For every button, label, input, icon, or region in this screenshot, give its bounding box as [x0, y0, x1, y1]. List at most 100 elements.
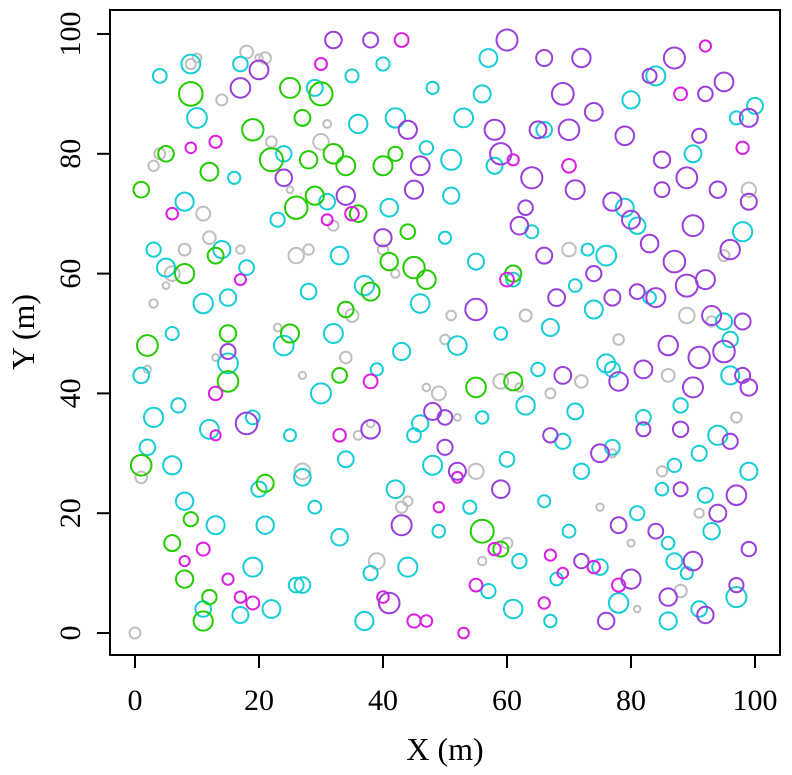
point-green-40	[503, 371, 524, 392]
point-purple-42	[603, 288, 622, 307]
point-purple-48	[621, 209, 641, 230]
point-cyan-21	[261, 599, 282, 619]
point-purple-69	[687, 345, 711, 370]
point-green-1	[132, 180, 150, 199]
point-gray-36	[394, 500, 409, 514]
point-gray-15	[235, 244, 246, 255]
point-gray-51	[574, 374, 589, 389]
point-purple-21	[489, 142, 513, 166]
point-magenta-16	[376, 590, 390, 604]
point-magenta-19	[419, 614, 434, 628]
point-magenta-3	[195, 541, 211, 557]
point-gray-42	[453, 413, 462, 422]
point-cyan-30	[318, 192, 337, 211]
point-purple-67	[682, 376, 704, 399]
point-purple-83	[733, 312, 752, 331]
point-green-22	[298, 150, 319, 170]
point-cyan-27	[299, 282, 318, 301]
point-purple-43	[602, 191, 623, 212]
point-purple-50	[635, 421, 652, 438]
point-cyan-80	[629, 505, 646, 522]
point-gray-17	[254, 53, 264, 63]
point-green-32	[379, 251, 399, 272]
point-purple-22	[491, 479, 511, 500]
point-purple-46	[614, 125, 636, 147]
point-purple-74	[701, 305, 723, 326]
point-cyan-7	[174, 191, 195, 212]
point-purple-57	[652, 150, 672, 170]
point-cyan-129	[725, 586, 748, 609]
point-magenta-29	[556, 566, 570, 580]
point-green-6	[175, 569, 195, 589]
point-gray-44	[477, 555, 488, 567]
point-gray-2	[142, 364, 152, 374]
point-green-30	[360, 281, 381, 302]
point-purple-75	[708, 503, 728, 523]
point-gray-35	[390, 268, 401, 279]
point-magenta-35	[735, 140, 750, 156]
points-layer	[128, 28, 764, 640]
point-purple-49	[628, 283, 646, 301]
point-purple-79	[721, 432, 739, 450]
point-purple-47	[620, 568, 642, 590]
point-purple-88	[738, 107, 759, 128]
point-cyan-6	[170, 397, 187, 414]
point-purple-70	[691, 127, 708, 144]
point-cyan-46	[418, 140, 435, 156]
point-gray-24	[297, 370, 307, 380]
point-magenta-15	[362, 373, 379, 390]
point-gray-30	[344, 308, 360, 323]
point-gray-55	[626, 538, 636, 548]
point-green-23	[304, 185, 325, 206]
point-gray-4	[147, 159, 160, 173]
point-purple-45	[609, 516, 628, 535]
point-purple-36	[571, 47, 592, 69]
point-gray-56	[633, 604, 642, 614]
point-green-4	[163, 534, 182, 553]
point-magenta-30	[561, 158, 577, 174]
point-purple-14	[409, 155, 431, 177]
point-green-36	[416, 269, 437, 290]
point-green-9	[192, 610, 214, 632]
point-green-20	[284, 195, 309, 220]
point-purple-73	[697, 85, 714, 103]
point-gray-41	[445, 309, 458, 322]
point-cyan-69	[561, 523, 577, 539]
point-purple-3	[248, 59, 270, 81]
point-cyan-79	[621, 90, 641, 110]
point-gray-29	[339, 350, 353, 365]
point-magenta-1	[178, 555, 191, 568]
point-green-5	[174, 263, 196, 285]
point-magenta-0	[165, 206, 179, 221]
point-purple-78	[713, 71, 735, 93]
x-tick-label-5: 100	[733, 684, 778, 717]
point-cyan-125	[478, 48, 499, 68]
point-cyan-37	[362, 565, 379, 582]
point-cyan-31	[322, 323, 344, 344]
point-magenta-32	[611, 577, 627, 593]
point-purple-20	[483, 118, 506, 141]
point-cyan-23	[273, 334, 295, 357]
point-green-33	[387, 145, 404, 162]
point-cyan-15	[227, 170, 242, 185]
point-green-0	[129, 454, 153, 477]
point-gray-12	[202, 230, 217, 245]
point-purple-0	[219, 343, 237, 360]
point-cyan-126	[543, 613, 558, 629]
point-cyan-123	[293, 576, 312, 594]
point-cyan-24	[283, 428, 297, 443]
point-cyan-56	[480, 583, 497, 600]
point-magenta-10	[245, 595, 261, 611]
point-magenta-12	[320, 213, 334, 227]
point-green-27	[337, 300, 355, 319]
point-gray-0	[128, 626, 142, 640]
point-purple-39	[585, 265, 603, 283]
point-cyan-33	[336, 450, 355, 469]
point-purple-62	[671, 420, 690, 438]
point-purple-5	[324, 30, 343, 50]
point-cyan-66	[540, 318, 560, 337]
point-magenta-21	[451, 470, 464, 484]
x-axis-label: X (m)	[406, 731, 483, 767]
point-purple-77	[712, 339, 736, 364]
point-cyan-48	[431, 523, 447, 539]
